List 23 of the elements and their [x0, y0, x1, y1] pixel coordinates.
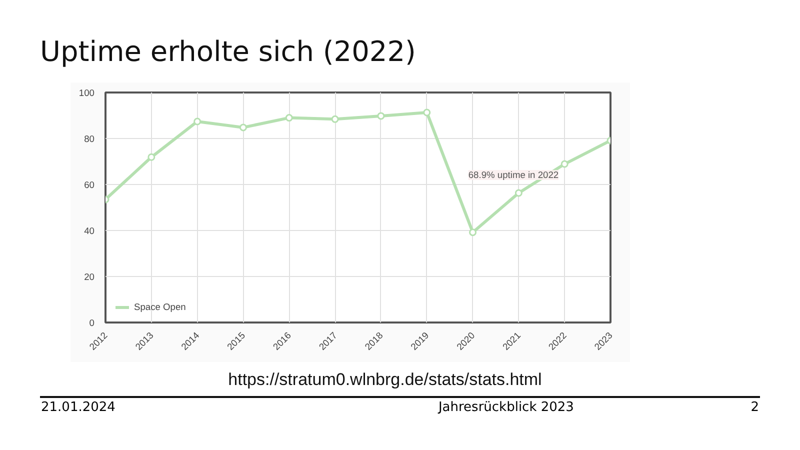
point	[331, 115, 339, 123]
annotation: 68.9% uptime in 2022	[468, 170, 559, 180]
y-tick-label: 60	[84, 180, 95, 190]
point	[377, 112, 385, 120]
point	[239, 124, 247, 132]
point	[469, 228, 477, 236]
point	[285, 114, 293, 122]
text: 2	[750, 399, 760, 417]
point	[194, 118, 202, 126]
text: https://stratum0.wlnbrg.de/stats/stats.html	[227, 369, 543, 391]
point	[148, 153, 156, 161]
y-tick-label: 80	[84, 134, 95, 144]
y-tick-label: 40	[84, 226, 95, 236]
y-tick-label: 0	[89, 318, 95, 328]
point	[514, 189, 522, 197]
point	[560, 160, 568, 168]
y-tick-label: 20	[84, 272, 95, 282]
text: 21.01.2024	[40, 399, 116, 417]
chart-title: Uptime erholte sich (2022)	[40, 34, 416, 70]
text: Jahresrückblick 2023	[436, 399, 575, 417]
y-tick-label: 100	[78, 88, 95, 98]
legend-label: Space Open	[134, 302, 186, 312]
point	[423, 108, 431, 116]
